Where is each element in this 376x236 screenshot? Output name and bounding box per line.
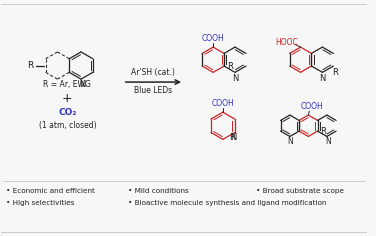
Text: R: R [230, 133, 235, 142]
Text: +: + [62, 92, 73, 105]
Text: HOOC: HOOC [276, 38, 298, 47]
Text: N: N [325, 137, 331, 146]
Text: (1 atm, closed): (1 atm, closed) [39, 121, 96, 130]
Text: Blue LEDs: Blue LEDs [134, 86, 173, 95]
Text: N: N [287, 137, 293, 146]
Text: CO₂: CO₂ [58, 108, 77, 117]
Text: R: R [227, 62, 233, 71]
Text: R: R [320, 126, 326, 136]
Text: R: R [332, 68, 338, 77]
Text: N: N [79, 80, 85, 88]
Text: • Economic and efficient: • Economic and efficient [6, 188, 95, 194]
Text: • Broad substrate scope: • Broad substrate scope [256, 188, 344, 194]
Text: R = Ar, EWG: R = Ar, EWG [44, 80, 91, 88]
Text: N: N [319, 74, 326, 83]
Text: COOH: COOH [211, 99, 234, 108]
Text: R: R [27, 61, 33, 70]
Text: • High selectivities: • High selectivities [6, 200, 75, 206]
Text: • Bioactive molecule synthesis and ligand modification: • Bioactive molecule synthesis and ligan… [128, 200, 326, 206]
Text: • Mild conditions: • Mild conditions [128, 188, 188, 194]
Text: N: N [232, 74, 238, 83]
Text: Ar'SH (cat.): Ar'SH (cat.) [132, 68, 175, 77]
Text: COOH: COOH [301, 102, 324, 111]
Text: N: N [230, 133, 237, 142]
Text: COOH: COOH [202, 34, 224, 43]
